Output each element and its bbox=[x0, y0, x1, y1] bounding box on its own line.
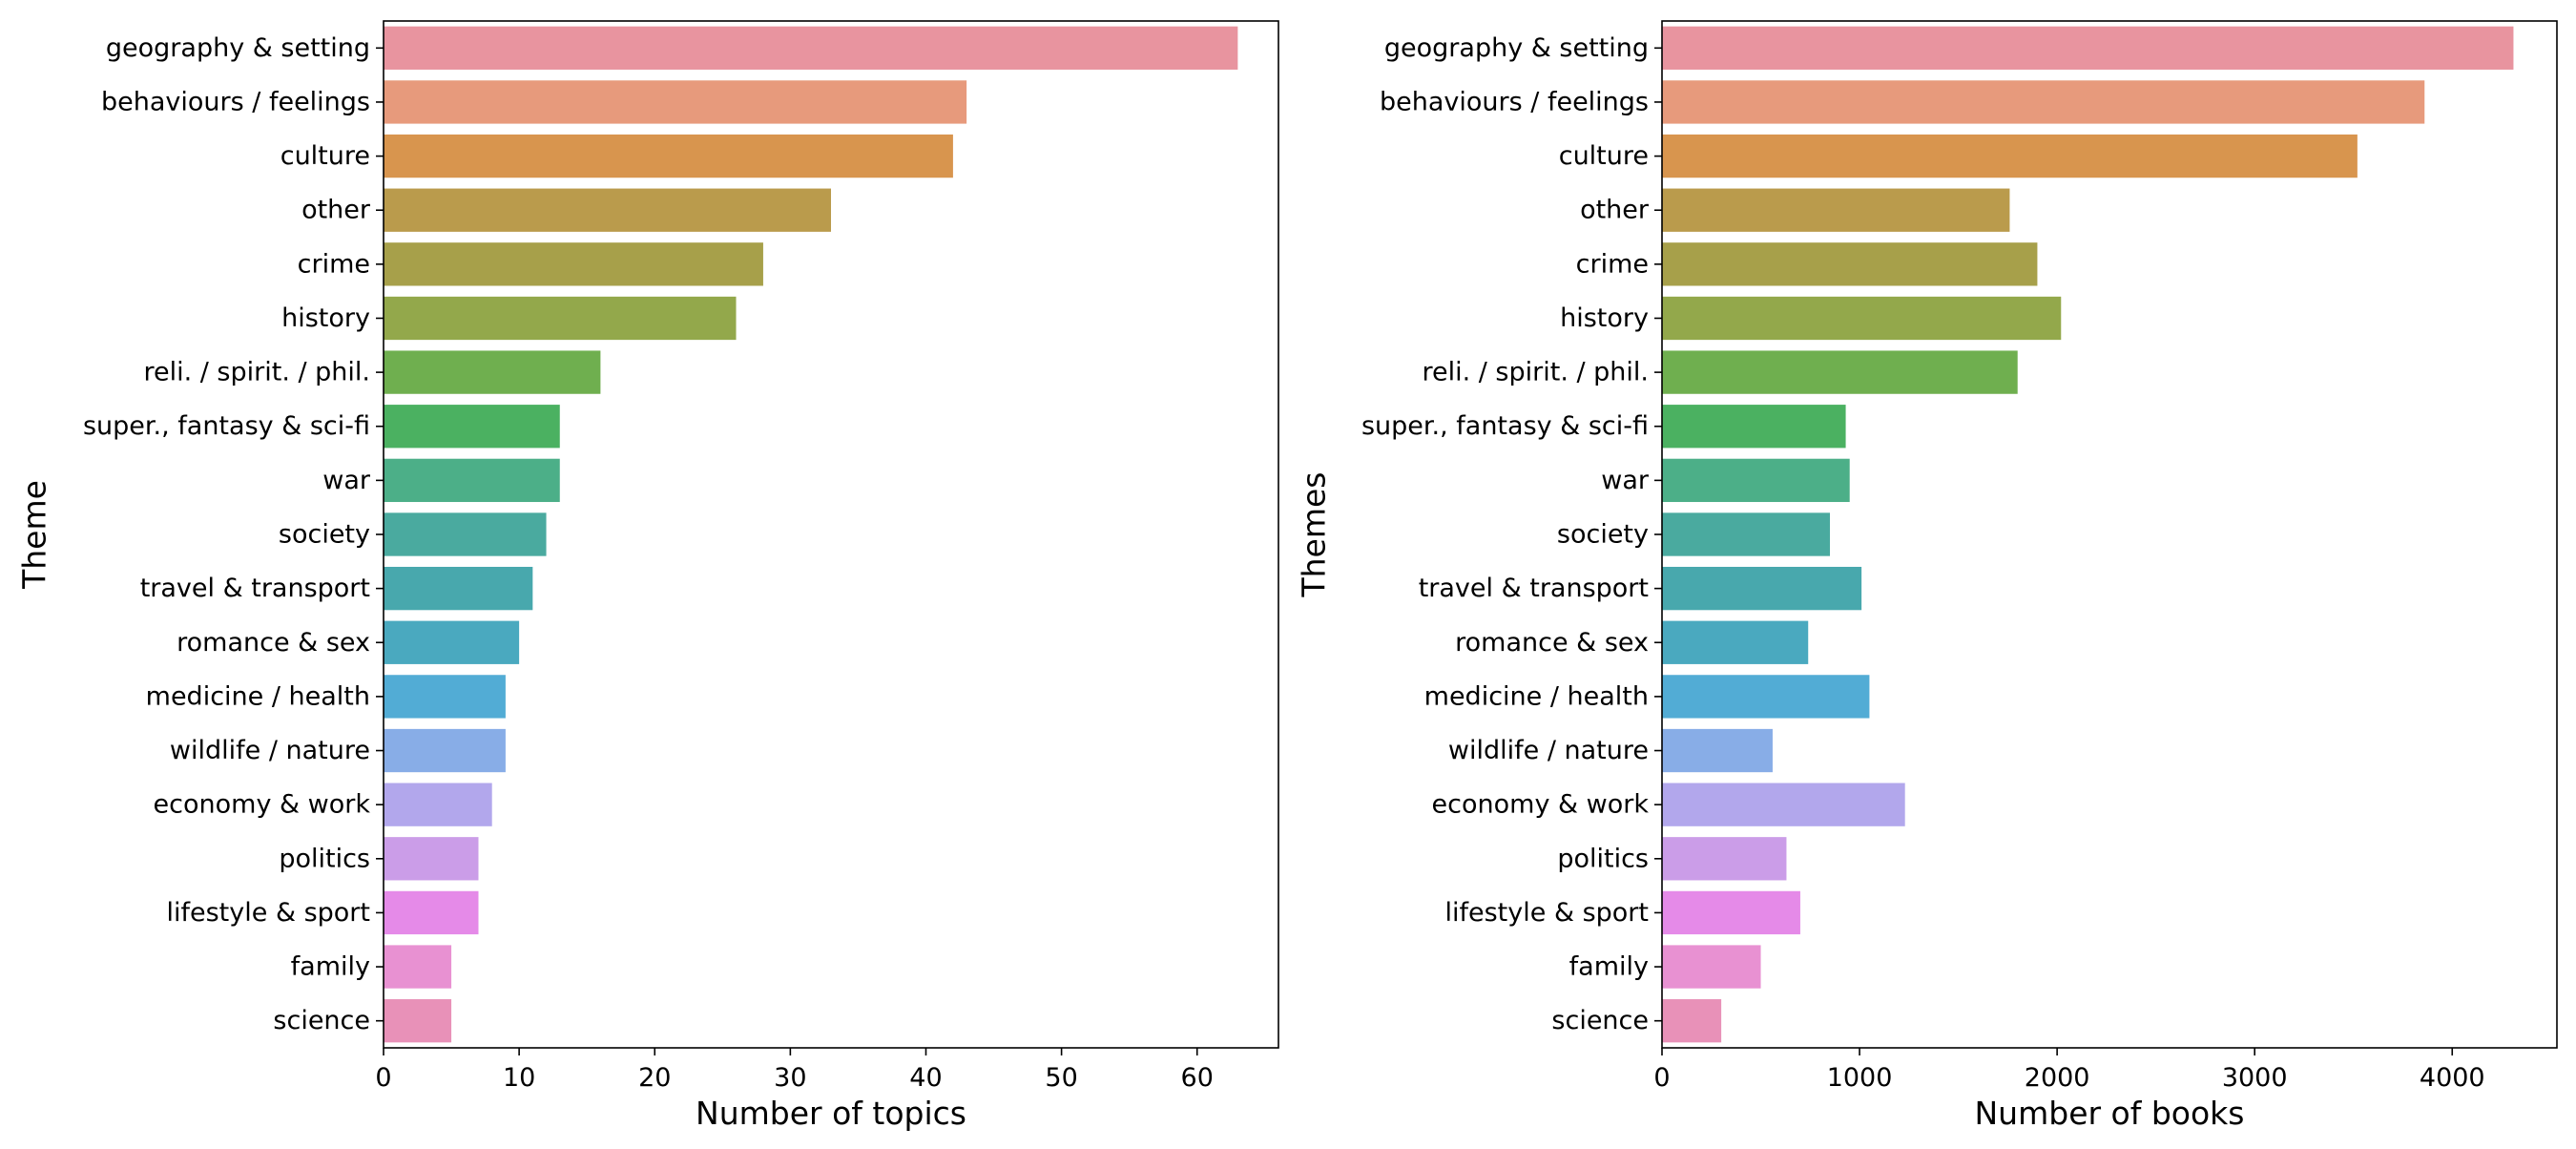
x-tick-label: 4000 bbox=[2420, 1063, 2485, 1093]
chart-panel-1: geography & setting behaviours / feelings… bbox=[16, 20, 1279, 1132]
y-tick-label: culture bbox=[280, 141, 370, 171]
y-tick-label: other bbox=[1580, 196, 1650, 225]
bar bbox=[384, 350, 601, 394]
x-tick-label: 2000 bbox=[2025, 1063, 2090, 1093]
x-axis-title: Number of books bbox=[1975, 1095, 2245, 1132]
y-tick-label: romance & sex bbox=[1455, 628, 1649, 658]
y-tick-label: reli. / spirit. / phil. bbox=[143, 358, 370, 387]
y-tick-label: behaviours / feelings bbox=[101, 87, 370, 116]
y-tick-label: geography & setting bbox=[106, 33, 370, 63]
y-tick-label: travel & transport bbox=[1419, 574, 1649, 603]
bar bbox=[1662, 350, 2018, 394]
bar bbox=[1662, 620, 1809, 664]
y-tick-label: war bbox=[1601, 466, 1650, 495]
y-tick-label: politics bbox=[279, 844, 370, 873]
y-tick-label: travel & transport bbox=[140, 574, 370, 603]
x-tick-label: 20 bbox=[638, 1063, 671, 1093]
y-tick-label: family bbox=[1569, 952, 1649, 982]
y-tick-label: science bbox=[1551, 1006, 1649, 1035]
plot-frame bbox=[1661, 20, 2558, 1049]
bar bbox=[384, 26, 1238, 70]
bar bbox=[1662, 296, 2062, 341]
y-tick-label: behaviours / feelings bbox=[1380, 87, 1649, 116]
y-tick-label: history bbox=[281, 303, 370, 333]
bar bbox=[1662, 945, 1761, 989]
y-tick-label: wildlife / nature bbox=[170, 736, 370, 765]
y-tick-label: society bbox=[1557, 520, 1649, 550]
bar bbox=[384, 80, 967, 124]
y-axis-title: Theme bbox=[16, 480, 53, 590]
bar bbox=[384, 134, 953, 178]
y-tick-label: politics bbox=[1557, 844, 1649, 873]
bar bbox=[384, 837, 479, 881]
chart-panel-2: geography & setting behaviours / feelings… bbox=[1296, 20, 2558, 1132]
x-tick-label: 0 bbox=[1653, 1063, 1670, 1093]
x-tick-label: 60 bbox=[1181, 1063, 1214, 1093]
y-tick-label: society bbox=[279, 520, 370, 550]
bar bbox=[1662, 675, 1870, 719]
bar bbox=[384, 728, 506, 773]
plot-frame bbox=[383, 20, 1279, 1049]
bar bbox=[384, 783, 492, 826]
bar bbox=[384, 458, 560, 503]
bar bbox=[1662, 512, 1831, 556]
bar bbox=[384, 296, 737, 341]
y-tick-label: economy & work bbox=[154, 790, 371, 820]
bar bbox=[384, 945, 452, 989]
y-tick-label: history bbox=[1560, 303, 1649, 333]
bar bbox=[384, 188, 831, 232]
y-tick-label: other bbox=[301, 196, 371, 225]
y-tick-label: lifestyle & sport bbox=[1445, 898, 1650, 928]
x-tick-label: 10 bbox=[503, 1063, 535, 1093]
bar bbox=[1662, 458, 1850, 503]
bar bbox=[384, 999, 452, 1043]
y-tick-label: war bbox=[322, 466, 371, 495]
x-axis-title: Number of topics bbox=[696, 1095, 966, 1132]
bar bbox=[1662, 728, 1773, 773]
y-tick-label: crime bbox=[1576, 249, 1649, 279]
y-tick-label: science bbox=[273, 1006, 370, 1035]
bar bbox=[1662, 405, 1846, 449]
bar bbox=[1662, 80, 2425, 124]
y-tick-label: culture bbox=[1559, 141, 1649, 171]
bar bbox=[1662, 134, 2358, 178]
bar bbox=[1662, 188, 2010, 232]
y-tick-label: geography & setting bbox=[1384, 33, 1649, 63]
y-tick-label: super., fantasy & sci-fi bbox=[83, 411, 370, 441]
y-tick-label: family bbox=[291, 952, 370, 982]
bar bbox=[384, 405, 560, 449]
x-tick-label: 3000 bbox=[2222, 1063, 2288, 1093]
y-tick-label: medicine / health bbox=[1424, 681, 1649, 711]
y-tick-label: super., fantasy & sci-fi bbox=[1361, 411, 1649, 441]
bar bbox=[384, 890, 479, 935]
y-tick-label: medicine / health bbox=[146, 681, 370, 711]
x-tick-label: 1000 bbox=[1827, 1063, 1893, 1093]
y-tick-label: lifestyle & sport bbox=[167, 898, 371, 928]
y-tick-label: economy & work bbox=[1432, 790, 1650, 820]
y-axis-title: Themes bbox=[1296, 471, 1333, 597]
bar bbox=[384, 675, 506, 719]
bar bbox=[384, 566, 533, 611]
bar bbox=[384, 242, 763, 286]
bar bbox=[384, 512, 547, 556]
bar bbox=[1662, 566, 1862, 611]
bar bbox=[1662, 999, 1722, 1043]
bar bbox=[1662, 837, 1787, 881]
x-tick-label: 30 bbox=[774, 1063, 806, 1093]
y-tick-label: reli. / spirit. / phil. bbox=[1422, 358, 1649, 387]
bar bbox=[1662, 890, 1800, 935]
bar bbox=[1662, 783, 1905, 826]
y-tick-label: crime bbox=[298, 249, 370, 279]
bar bbox=[384, 620, 520, 664]
x-tick-label: 50 bbox=[1045, 1063, 1077, 1093]
y-tick-label: romance & sex bbox=[177, 628, 370, 658]
x-tick-label: 40 bbox=[909, 1063, 942, 1093]
y-tick-label: wildlife / nature bbox=[1448, 736, 1649, 765]
bar bbox=[1662, 26, 2514, 70]
bar bbox=[1662, 242, 2038, 286]
x-tick-label: 0 bbox=[375, 1063, 391, 1093]
